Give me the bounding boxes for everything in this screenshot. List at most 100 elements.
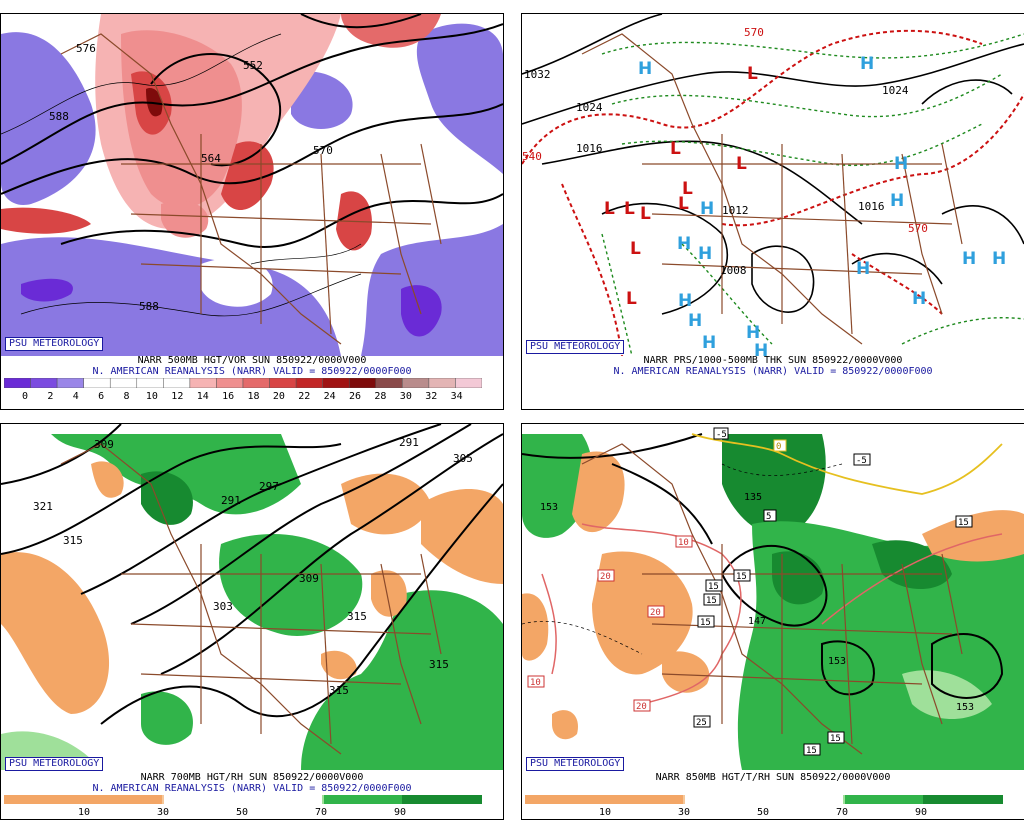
svg-text:H: H [992, 249, 1006, 269]
svg-text:147: 147 [748, 616, 766, 627]
scale-label: 24 [323, 391, 336, 402]
psu-meteorology-tag: PSU METEOROLOGY [526, 340, 625, 354]
svg-text:1024: 1024 [576, 101, 603, 114]
svg-text:20: 20 [636, 702, 647, 712]
scale-swatch [295, 378, 323, 388]
svg-text:-5: -5 [716, 430, 727, 440]
svg-text:L: L [747, 64, 758, 84]
svg-text:10: 10 [530, 678, 541, 688]
panel-title: NARR 700MB HGT/RH SUN 850922/0000V000 [140, 772, 364, 783]
svg-text:H: H [860, 54, 874, 74]
scale-label: 10 [145, 391, 158, 402]
panel-subtitle: N. AMERICAN REANALYSIS (NARR) VALID = 85… [613, 366, 933, 377]
rh-color-scale [4, 795, 482, 804]
panel-subtitle: N. AMERICAN REANALYSIS (NARR) VALID = 85… [92, 783, 412, 794]
svg-text:H: H [890, 191, 904, 211]
map-700mb-rh: 309 291 321 315 297 291 305 303 309 315 … [1, 424, 503, 770]
svg-text:H: H [678, 291, 692, 311]
svg-text:309: 309 [299, 572, 319, 585]
svg-text:L: L [640, 204, 651, 224]
scale-label: 34 [450, 391, 463, 402]
scale-swatch [164, 795, 322, 804]
scale-label: 90 [914, 807, 928, 818]
svg-text:5: 5 [766, 512, 771, 522]
scale-label: 4 [72, 391, 79, 402]
svg-text:570: 570 [908, 222, 928, 235]
scale-label: 32 [425, 391, 438, 402]
svg-text:25: 25 [696, 718, 707, 728]
scale-label: 28 [374, 391, 387, 402]
svg-text:H: H [638, 59, 652, 79]
svg-text:10: 10 [678, 538, 689, 548]
svg-text:15: 15 [736, 572, 747, 582]
scale-label: 10 [77, 807, 91, 818]
svg-text:1024: 1024 [882, 84, 909, 97]
scale-swatch [845, 795, 923, 804]
scale-swatch [685, 795, 843, 804]
svg-text:L: L [678, 194, 689, 214]
scale-label: 0 [21, 391, 29, 402]
scale-swatch [322, 378, 350, 388]
panel-500mb-vorticity: 576 552 588 564 570 588 PSU METEOROLOGY … [0, 13, 504, 410]
scale-label: 30 [156, 807, 170, 818]
svg-text:540: 540 [522, 150, 542, 163]
svg-text:570: 570 [313, 144, 333, 157]
scale-label: 16 [222, 391, 235, 402]
scale-swatch [189, 378, 217, 388]
svg-text:H: H [894, 154, 908, 174]
scale-label: 30 [677, 807, 691, 818]
panel-700mb-rh: 309 291 321 315 297 291 305 303 309 315 … [0, 423, 504, 820]
svg-text:315: 315 [329, 684, 349, 697]
map-850mb-temp-rh: 153 135 147 153 153 -5 10 20 20 20 10 15… [522, 424, 1024, 770]
svg-text:153: 153 [956, 702, 974, 713]
scale-label: 90 [393, 807, 407, 818]
svg-text:15: 15 [706, 596, 717, 606]
scale-swatch [843, 795, 845, 804]
rh-color-scale [525, 795, 1003, 804]
scale-label: 70 [314, 807, 328, 818]
panel-850mb-temp-rh: 153 135 147 153 153 -5 10 20 20 20 10 15… [521, 423, 1024, 820]
psu-meteorology-tag: PSU METEOROLOGY [5, 757, 104, 771]
svg-text:305: 305 [453, 452, 473, 465]
vorticity-color-scale [4, 378, 482, 388]
scale-swatch [525, 795, 683, 804]
scale-swatch [4, 378, 31, 388]
scale-swatch [269, 378, 297, 388]
svg-text:1008: 1008 [720, 264, 747, 277]
svg-text:321: 321 [33, 500, 53, 513]
scale-swatch [242, 378, 270, 388]
svg-text:H: H [962, 249, 976, 269]
svg-text:297: 297 [259, 480, 279, 493]
svg-text:588: 588 [139, 300, 159, 313]
svg-text:15: 15 [958, 518, 969, 528]
svg-text:1012: 1012 [722, 204, 749, 217]
svg-text:153: 153 [828, 656, 846, 667]
psu-meteorology-tag: PSU METEOROLOGY [5, 337, 104, 351]
svg-text:291: 291 [221, 494, 241, 507]
scale-swatch [162, 795, 164, 804]
scale-swatch [216, 378, 244, 388]
scale-swatch [163, 378, 191, 388]
svg-text:15: 15 [700, 618, 711, 628]
scale-swatch [30, 378, 58, 388]
svg-text:588: 588 [49, 110, 69, 123]
scale-label: 70 [835, 807, 849, 818]
svg-text:L: L [604, 199, 615, 219]
svg-text:1032: 1032 [524, 68, 551, 81]
scale-label: 18 [247, 391, 260, 402]
scale-swatch [683, 795, 685, 804]
svg-text:135: 135 [744, 492, 762, 503]
svg-text:L: L [624, 199, 635, 219]
scale-swatch [56, 378, 84, 388]
scale-label: 26 [349, 391, 362, 402]
svg-text:L: L [670, 139, 681, 159]
svg-text:-5: -5 [856, 456, 867, 466]
svg-text:H: H [700, 199, 714, 219]
svg-text:L: L [630, 239, 641, 259]
scale-swatch [4, 795, 162, 804]
svg-text:153: 153 [540, 502, 558, 513]
scale-label: 12 [171, 391, 184, 402]
scale-label: 50 [756, 807, 770, 818]
